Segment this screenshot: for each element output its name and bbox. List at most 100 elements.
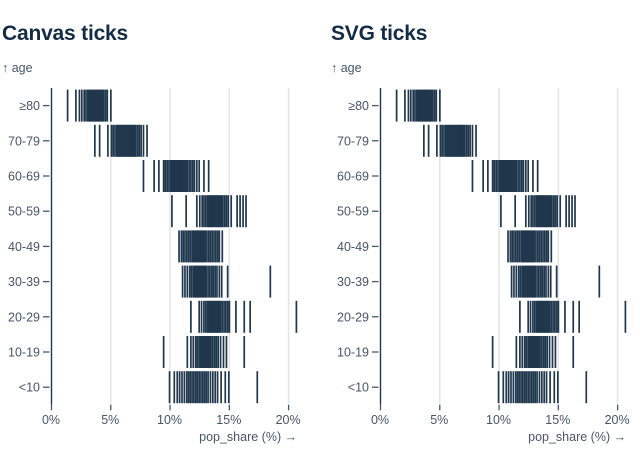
data-tick-mark <box>524 160 527 192</box>
data-tick-mark <box>523 371 526 404</box>
data-tick-mark <box>201 230 204 263</box>
data-tick-mark <box>530 265 533 298</box>
data-tick-mark <box>212 300 215 333</box>
data-tick-mark <box>518 371 521 404</box>
data-tick-mark <box>98 89 100 122</box>
data-tick-mark <box>221 230 224 263</box>
data-tick-mark <box>179 160 182 192</box>
data-tick-mark <box>535 195 538 228</box>
data-tick-mark <box>184 160 186 192</box>
data-tick-mark <box>527 371 530 404</box>
data-tick-mark <box>542 336 545 368</box>
data-tick-mark <box>198 195 201 228</box>
data-tick-mark <box>525 371 528 404</box>
data-tick-mark <box>538 371 541 404</box>
data-tick-mark <box>429 89 432 122</box>
data-tick-mark <box>230 195 233 228</box>
data-tick-mark <box>219 300 222 333</box>
data-tick-mark <box>443 124 445 157</box>
data-tick-mark <box>529 230 532 263</box>
data-tick-mark <box>524 195 527 228</box>
tick-plot-svg: ≥80 70-79 60-69 50-59 40-49 30-39 20-29 10-19 <1… <box>337 88 630 444</box>
data-tick-mark <box>493 160 496 192</box>
data-tick-mark <box>500 195 502 228</box>
data-tick-mark <box>446 124 448 157</box>
data-tick-mark <box>200 265 203 298</box>
data-tick-mark <box>190 336 192 368</box>
y-axis-label: ↑ age <box>2 61 33 75</box>
data-tick-mark <box>546 300 549 333</box>
data-tick-mark <box>415 89 418 122</box>
data-tick-mark <box>536 265 538 298</box>
data-tick-mark <box>547 195 550 228</box>
y-tick-label: ≥80 <box>348 99 369 113</box>
data-tick-mark <box>162 160 165 192</box>
data-tick-mark <box>511 230 514 263</box>
data-tick-mark <box>598 265 601 298</box>
data-tick-mark <box>552 195 555 228</box>
data-tick-mark <box>526 265 528 298</box>
data-tick-mark <box>547 230 550 263</box>
data-tick-mark <box>545 195 547 228</box>
data-tick-mark <box>528 265 531 298</box>
data-tick-mark <box>546 195 549 228</box>
data-tick-mark <box>539 300 541 333</box>
data-tick-mark <box>444 124 447 157</box>
data-tick-mark <box>210 336 212 368</box>
data-tick-mark <box>554 195 557 228</box>
data-tick-mark <box>201 265 204 298</box>
data-tick-mark <box>99 89 102 122</box>
data-tick-mark <box>211 195 214 228</box>
data-tick-mark <box>423 124 425 157</box>
x-tick-label: 20% <box>276 413 301 427</box>
data-tick-mark <box>517 265 520 298</box>
data-tick-mark <box>459 124 461 157</box>
data-tick-mark <box>498 160 501 192</box>
data-tick-mark <box>207 265 209 298</box>
data-tick-mark <box>546 336 549 368</box>
data-tick-mark <box>175 160 178 192</box>
data-tick-mark <box>549 265 552 298</box>
data-tick-mark <box>194 336 197 368</box>
data-tick-mark <box>497 371 500 404</box>
data-tick-mark <box>207 195 210 228</box>
data-tick-mark <box>176 371 179 404</box>
data-tick-mark <box>516 371 519 404</box>
data-tick-mark <box>527 160 530 192</box>
data-tick-mark <box>224 371 227 404</box>
data-tick-mark <box>540 371 543 404</box>
data-tick-mark <box>521 230 524 263</box>
data-tick-mark <box>203 195 205 228</box>
data-tick-mark <box>441 124 444 157</box>
x-axis-label: pop_share (%) → <box>199 430 297 444</box>
data-tick-mark <box>171 160 173 192</box>
data-tick-mark <box>183 371 186 404</box>
data-tick-mark <box>205 265 208 298</box>
data-tick-mark <box>216 230 219 263</box>
data-tick-mark <box>203 160 205 192</box>
data-tick-mark <box>110 124 113 157</box>
data-tick-mark <box>555 265 558 298</box>
data-tick-mark <box>186 160 189 192</box>
data-tick-mark <box>475 124 477 157</box>
data-tick-mark <box>117 124 119 157</box>
data-tick-mark <box>132 124 135 157</box>
data-tick-mark <box>96 89 99 122</box>
data-tick-mark <box>101 89 104 122</box>
data-tick-mark <box>225 195 228 228</box>
data-tick-mark <box>542 300 545 333</box>
data-tick-mark <box>538 230 541 263</box>
data-tick-mark <box>216 265 218 298</box>
data-tick-mark <box>541 195 544 228</box>
data-tick-mark <box>529 265 532 298</box>
data-tick-mark <box>220 265 223 298</box>
data-tick-mark <box>417 89 419 122</box>
data-tick-mark <box>198 160 201 192</box>
data-tick-mark <box>502 371 505 404</box>
data-tick-mark <box>556 371 559 404</box>
data-tick-mark <box>204 265 206 298</box>
data-tick-mark <box>504 160 507 192</box>
data-tick-mark <box>412 89 415 122</box>
data-tick-mark <box>522 371 524 404</box>
data-tick-mark <box>223 195 226 228</box>
